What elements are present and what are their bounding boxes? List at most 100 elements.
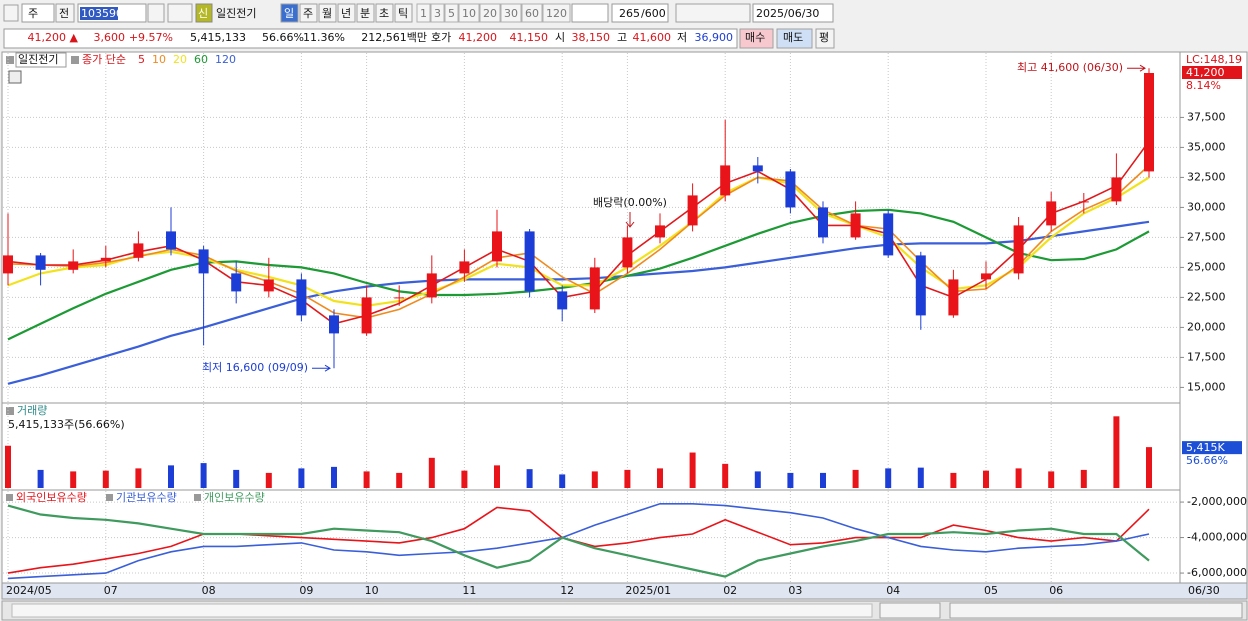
y-tick-label: 27,500 bbox=[1187, 230, 1226, 243]
ask: 41,200 bbox=[459, 31, 498, 44]
period-buttons: 일 주 월 년 분 초 틱 1 3 5 10 20 30 60 120 bbox=[280, 3, 571, 23]
interval-button[interactable] bbox=[416, 3, 431, 23]
volume-bar bbox=[1015, 468, 1022, 488]
volume-bar bbox=[461, 470, 468, 488]
volume-bar bbox=[168, 465, 174, 488]
period-button[interactable] bbox=[337, 3, 356, 23]
candle-body bbox=[394, 297, 405, 299]
scroll-track[interactable] bbox=[11, 603, 873, 618]
x-tick-label: 12 bbox=[560, 584, 574, 597]
x-tick-label: 2024/05 bbox=[6, 584, 52, 597]
market: 주 bbox=[28, 7, 38, 20]
quote-volrate: 56.66% bbox=[262, 31, 304, 44]
quote-turnover: 11.36% bbox=[303, 31, 345, 44]
count-max: /600 bbox=[641, 7, 666, 20]
count-box bbox=[611, 3, 669, 23]
last-volume-box bbox=[1182, 441, 1242, 455]
tool-icons[interactable] bbox=[675, 3, 751, 23]
interval-button[interactable] bbox=[430, 3, 445, 23]
sell: 매도 bbox=[783, 31, 803, 44]
volume-bar bbox=[1113, 416, 1120, 488]
series-line bbox=[7, 140, 1150, 325]
legend-entry: 10 bbox=[152, 53, 166, 66]
quote-box bbox=[3, 28, 738, 49]
zoom-controls[interactable] bbox=[949, 602, 1243, 619]
dropdown[interactable] bbox=[571, 3, 609, 23]
period-button[interactable] bbox=[356, 3, 375, 23]
quote-price: 41,200 ▲ bbox=[28, 31, 79, 44]
open-label: 시 bbox=[555, 31, 565, 44]
volume-bar bbox=[233, 469, 240, 488]
period-button[interactable] bbox=[280, 3, 299, 23]
legend-entry: 5 bbox=[138, 53, 145, 66]
quote-amount: 212,561백만 bbox=[361, 31, 427, 44]
candle-body bbox=[915, 255, 926, 316]
period-button[interactable] bbox=[375, 3, 394, 23]
candle-body bbox=[850, 213, 861, 238]
candle-body bbox=[818, 207, 828, 238]
candle-body bbox=[426, 273, 437, 298]
interval-label: 3 bbox=[434, 7, 441, 20]
high-annotation: 최고 41,600 (06/30) bbox=[1017, 61, 1123, 74]
interval-button[interactable] bbox=[479, 3, 501, 23]
volume-bar bbox=[1080, 469, 1087, 488]
badge: 신 bbox=[198, 7, 208, 20]
interval-button[interactable] bbox=[458, 3, 480, 23]
date-box[interactable] bbox=[752, 3, 834, 23]
stock-name: 일진전기 bbox=[216, 6, 256, 20]
interval-label: 10 bbox=[462, 7, 476, 20]
x-tick-label: 07 bbox=[104, 584, 118, 597]
interval-button[interactable] bbox=[542, 3, 571, 23]
sound-button[interactable] bbox=[167, 3, 193, 23]
series-line bbox=[7, 164, 1150, 319]
search-button[interactable] bbox=[147, 3, 165, 23]
candle-body bbox=[622, 237, 633, 268]
candle-body bbox=[492, 231, 502, 262]
legend-entry: 외국인보유수량 bbox=[16, 491, 87, 504]
x-tick-label: 02 bbox=[723, 584, 737, 597]
volume-bar bbox=[689, 452, 696, 488]
period-button[interactable] bbox=[299, 3, 318, 23]
low: 36,900 bbox=[695, 31, 734, 44]
interval-label: 5 bbox=[448, 7, 455, 20]
interval-button[interactable] bbox=[444, 3, 459, 23]
candle-body bbox=[981, 273, 991, 280]
candle-body bbox=[459, 261, 470, 274]
badge-box bbox=[195, 3, 213, 23]
last-price-box bbox=[1182, 66, 1242, 79]
prev-button[interactable] bbox=[55, 3, 75, 23]
period-label: 일 bbox=[284, 6, 294, 20]
candle-body bbox=[948, 279, 959, 316]
volume-bar bbox=[950, 472, 957, 488]
interval-button[interactable] bbox=[521, 3, 543, 23]
play-controls[interactable] bbox=[879, 602, 941, 619]
dividend-annotation: 배당락(0.00%) bbox=[593, 196, 667, 209]
volume-bar bbox=[754, 471, 761, 488]
period-button[interactable] bbox=[394, 3, 413, 23]
sell-button[interactable] bbox=[776, 28, 813, 49]
legend-entry: 60 bbox=[194, 53, 208, 66]
date: 2025/06/30 bbox=[756, 7, 819, 20]
market-select[interactable] bbox=[21, 3, 55, 23]
legend-entry: 기관보유수량 bbox=[116, 491, 177, 504]
candle-body bbox=[720, 165, 731, 196]
y-tick-label: 37,500 bbox=[1187, 110, 1226, 123]
legend-entry: 120 bbox=[215, 53, 236, 66]
avg-button[interactable] bbox=[815, 28, 835, 49]
legend-icon bbox=[71, 56, 79, 64]
interval-button[interactable] bbox=[500, 3, 522, 23]
period-label: 주 bbox=[303, 7, 313, 20]
volume-bar bbox=[428, 457, 435, 488]
buy-button[interactable] bbox=[739, 28, 774, 49]
volume-bar bbox=[787, 472, 794, 488]
bid: 41,150 bbox=[510, 31, 549, 44]
interval-label: 20 bbox=[483, 7, 497, 20]
count: 265 bbox=[619, 7, 640, 20]
volume-bar bbox=[1146, 447, 1152, 488]
volume-bar bbox=[298, 468, 305, 488]
menu-icon[interactable] bbox=[3, 4, 19, 22]
period-button[interactable] bbox=[318, 3, 337, 23]
period-label: 틱 bbox=[398, 7, 408, 20]
series-line bbox=[7, 504, 1150, 578]
panel-icon[interactable] bbox=[8, 70, 22, 84]
